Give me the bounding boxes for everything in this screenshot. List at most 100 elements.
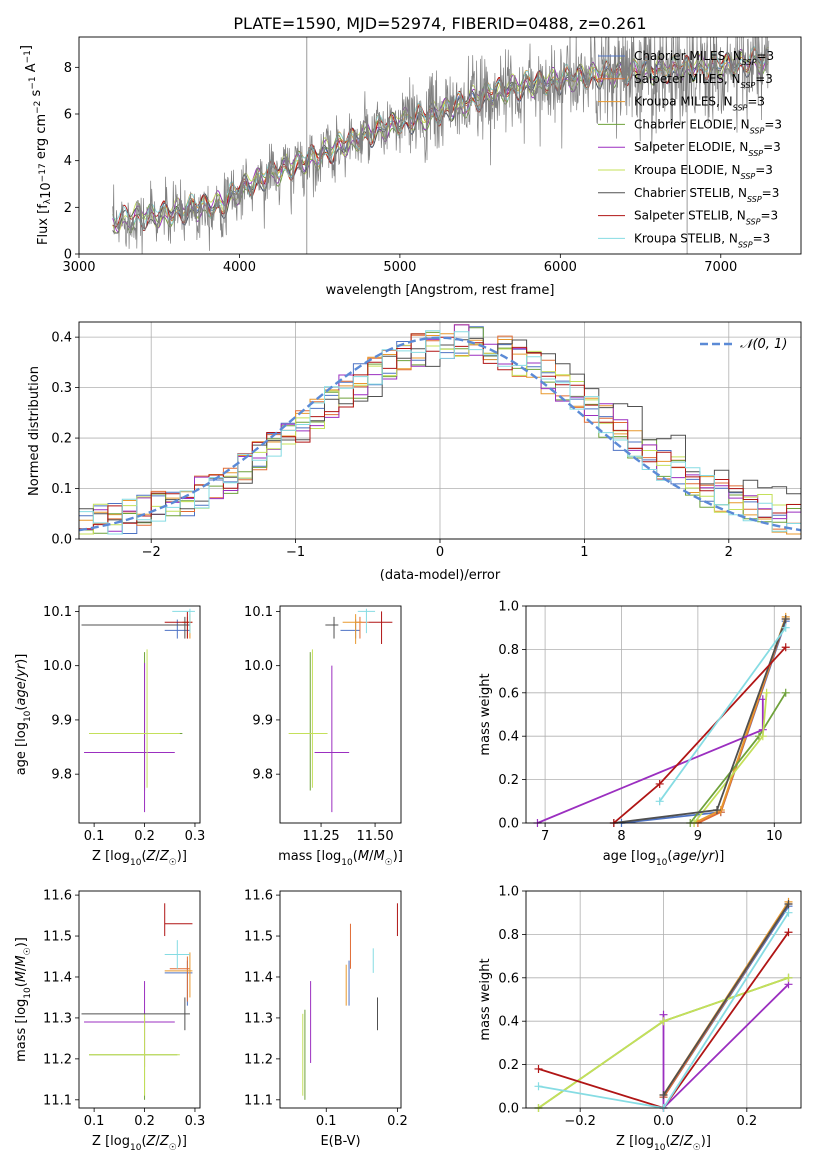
z_mass-ylabel-part: mass [log	[14, 999, 29, 1062]
z_age-ylabel-part: yr	[14, 662, 29, 678]
spectrum-lines	[112, 37, 770, 254]
weight-series-line	[662, 903, 790, 1096]
z_age-xlabel-part: /	[155, 849, 160, 864]
residuals-xtick-label: −2	[142, 545, 161, 560]
z_weight-ytick-label: 0.8	[498, 928, 519, 943]
spectrum-ytick-label: 4	[64, 154, 72, 169]
figure-title: PLATE=1590, MJD=52974, FIBERID=0488, z=0…	[233, 14, 646, 33]
age_weight-xlabel-part: )]	[714, 849, 724, 864]
z_mass-ylabel-part: 10	[23, 987, 33, 999]
z_mass-ylabel-part: ☉	[23, 947, 33, 955]
gaussian-legend-label: 𝒩(0, 1)	[740, 337, 787, 352]
legend-label-part: =3	[753, 231, 771, 245]
spectrum-ytick-label: 0	[64, 248, 72, 263]
legend-label: Kroupa ELODIE, NSSP=3	[634, 163, 773, 181]
z_age-xlabel-part: Z	[159, 849, 170, 864]
ebv_mass-ytick-label: 11.4	[244, 970, 273, 985]
weight-point-marker	[784, 900, 793, 909]
z_age-xtick-label: 0.3	[185, 829, 206, 844]
weight-point-marker	[758, 732, 767, 741]
spectrum-xtick-label: 4000	[223, 260, 256, 275]
legend-label-part: =3	[763, 140, 781, 154]
z_mass-ytick-label: 11.2	[43, 1052, 72, 1067]
spectrum-xtick-label: 7000	[704, 260, 737, 275]
residuals-ytick-label: 0.3	[51, 381, 72, 396]
spectrum-ytick-label: 2	[64, 201, 72, 216]
weight-point-marker	[784, 908, 793, 917]
z_weight-xtick-label: 0.0	[653, 1114, 674, 1129]
legend-label: Chabrier ELODIE, NSSP=3	[634, 117, 782, 135]
z_weight-ytick-label: 0.2	[498, 1058, 519, 1073]
legend-label-part: SSP	[748, 149, 763, 158]
z_mass-xlabel-part: Z [log	[92, 1134, 130, 1149]
z_age-xlabel: Z [log10(Z/Z☉)]	[92, 849, 187, 868]
z_age-ylabel-part: age [log	[14, 722, 29, 775]
legend-label-part: SSP	[742, 58, 757, 67]
z_mass-xlabel-part: )]	[177, 1134, 187, 1149]
legend-label-part: SSP	[733, 103, 748, 112]
histogram-steps	[79, 324, 801, 535]
spectrum-ylabel-part: −2	[33, 101, 43, 114]
ebv_mass-xlabel-part: E(B-V)	[320, 1134, 360, 1149]
legend-label-part: =3	[747, 95, 765, 109]
z_weight-xlabel-part: Z	[670, 1134, 681, 1149]
z_mass-ylabel-part: )]	[14, 937, 29, 947]
residuals-xtick-label: 1	[580, 545, 588, 560]
mass_age-xlabel-part: )]	[393, 849, 403, 864]
residuals-xlabel: (data-model)/error	[380, 568, 501, 583]
spectrum-panel: 3000 4000 5000 6000 7000 0 2 4 6 8 Chabrier MILES,…	[19, 36, 802, 298]
weight-series-line	[658, 627, 787, 802]
z_mass-ylabel-part: M	[14, 971, 29, 982]
legend-label-part: Salpeter STELIB, N	[634, 209, 746, 223]
z_weight-xlabel: Z [log10(Z/Z☉)]	[616, 1134, 711, 1153]
mass_age-xlabel: mass [log10(M/M☉)]	[278, 849, 403, 868]
spectrum-ylabel-part: s	[29, 89, 44, 100]
z_weight-xlabel-part: Z [log	[616, 1134, 654, 1149]
weight-point-marker	[534, 1082, 543, 1091]
z_age-ylabel: age [log10(age/yr)]	[14, 654, 33, 776]
z_mass-xlabel-part: Z	[159, 1134, 170, 1149]
weight-point-marker	[781, 643, 790, 652]
mass_age-xlabel-part: M	[373, 849, 384, 864]
z_mass-frame	[78, 890, 201, 1109]
z_weight-xlabel-part: /	[679, 1134, 684, 1149]
z_age-xtick-label: 0.1	[84, 829, 105, 844]
legend-label-part: Kroupa STELIB, N	[634, 231, 738, 245]
legend-label-part: SSP	[738, 240, 753, 249]
spectrum-xlabel: wavelength [Angstrom, rest frame]	[326, 283, 555, 298]
spectrum-ytick-label: 6	[64, 108, 72, 123]
spectrum-ylabel: Flux [fλ10−17 erg cm−2 s−1 A−1]	[19, 45, 54, 245]
z_mass-ylabel-part: /	[14, 966, 29, 971]
age_weight-xlabel: age [log10(age/yr)]	[603, 849, 725, 868]
spectrum-ytick-label: 8	[64, 61, 72, 76]
age_weight-ytick-label: 1.0	[498, 600, 519, 615]
z_weight-xlabel-part: 10	[654, 1143, 666, 1153]
z_mass-xlabel-part: ☉	[169, 1143, 177, 1153]
z_mass-ytick-label: 11.5	[43, 930, 72, 945]
z_age-xtick-label: 0.2	[134, 829, 155, 844]
legend-label: Kroupa STELIB, NSSP=3	[634, 231, 770, 249]
z_mass-ytick-label: 11.6	[43, 889, 72, 904]
age_weight-ytick-label: 0.0	[498, 817, 519, 832]
legend-label: Chabrier STELIB, NSSP=3	[634, 186, 779, 204]
ebv_mass-xlabel: E(B-V)	[320, 1134, 360, 1149]
spectrum-ylabel-part: 10	[39, 182, 54, 199]
weight-point-marker	[781, 615, 790, 624]
age_weight-xlabel-part: 10	[656, 858, 668, 868]
ebv_mass-ytick-label: 11.1	[244, 1093, 273, 1108]
z_mass-xlabel-part: Z	[146, 1134, 157, 1149]
legend-label: Salpeter MILES, NSSP=3	[634, 72, 773, 90]
legend-label: Salpeter ELODIE, NSSP=3	[634, 140, 781, 158]
legend-label-part: Salpeter ELODIE, N	[634, 140, 748, 154]
z_mass-xlabel-part: (	[141, 1134, 146, 1149]
spectrum-ylabel-part: −1	[28, 76, 38, 89]
spectrum-xtick-label: 6000	[544, 260, 577, 275]
age_weight-xtick-label: 9	[694, 829, 702, 844]
age_weight-xtick-label: 8	[617, 829, 625, 844]
legend-label: Chabrier MILES, NSSP=3	[634, 49, 774, 67]
z_mass-panel: 0.1 0.2 0.311.111.211.311.411.511.6Z [log1…	[14, 889, 205, 1153]
age_weight-xlabel-part: (	[667, 849, 672, 864]
z_mass-ytick-label: 11.3	[43, 1011, 72, 1026]
